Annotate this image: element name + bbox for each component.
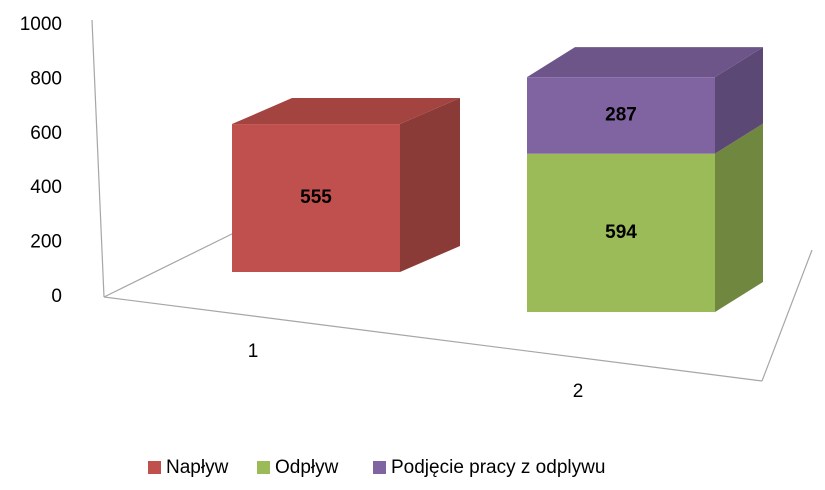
data-label: 287: [605, 104, 637, 125]
bar-side: [400, 98, 460, 272]
y-tick-label: 600: [30, 123, 62, 144]
floor-edge: [761, 249, 813, 382]
y-tick-label: 0: [51, 286, 62, 307]
bar-side: [715, 123, 763, 312]
y-tick-label: 200: [30, 232, 62, 253]
y-tick-label: 400: [30, 177, 62, 198]
y-tick-label: 800: [30, 68, 62, 89]
data-label: 594: [605, 222, 637, 243]
data-label: 555: [300, 187, 332, 208]
bar: [527, 77, 715, 154]
legend-swatch: [148, 461, 161, 474]
x-tick-label: 2: [573, 381, 584, 402]
bar-top: [232, 98, 460, 125]
floor-edge: [103, 296, 763, 382]
bar: [527, 153, 715, 312]
bar: [232, 124, 400, 272]
legend-label: Napływ: [166, 457, 229, 478]
back-axis: [91, 19, 105, 298]
legend-swatch: [257, 461, 270, 474]
legend-label: Odpływ: [275, 457, 339, 478]
legend-swatch: [373, 461, 386, 474]
floor-edge: [103, 229, 241, 298]
x-tick-label: 1: [248, 341, 259, 362]
axes-frame: [91, 19, 813, 382]
bar-top: [527, 47, 763, 78]
bar-side: [715, 47, 763, 154]
y-tick-label: 1000: [20, 14, 62, 35]
legend-label: Podjęcie pracy z odplywu: [391, 457, 605, 478]
